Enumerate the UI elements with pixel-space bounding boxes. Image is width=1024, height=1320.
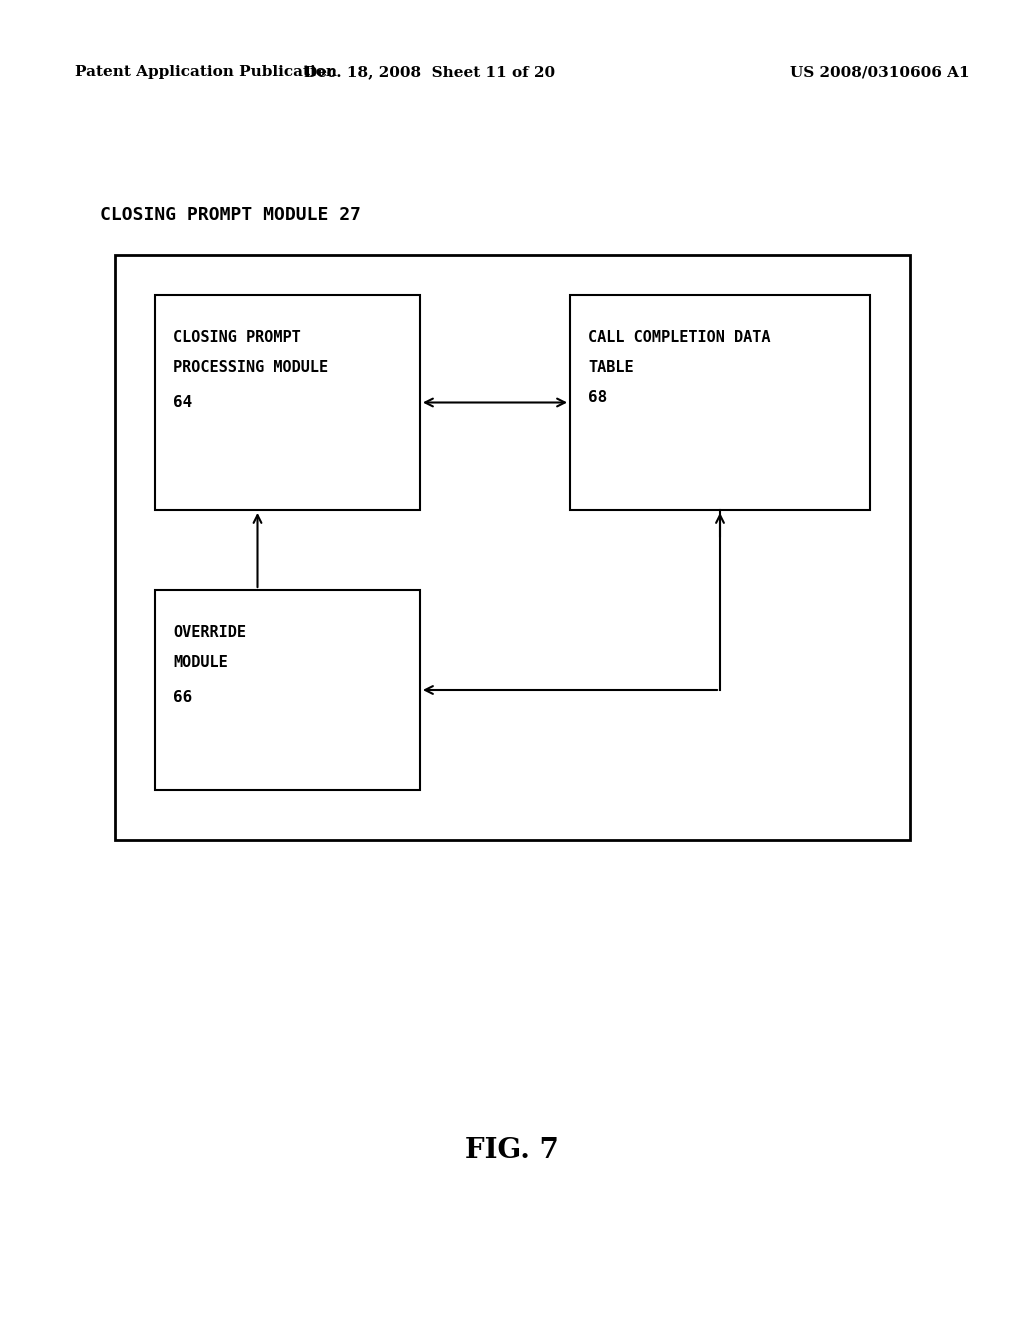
Text: 64: 64 (173, 395, 193, 411)
Text: OVERRIDE: OVERRIDE (173, 624, 246, 640)
Text: TABLE: TABLE (588, 360, 634, 375)
Text: Dec. 18, 2008  Sheet 11 of 20: Dec. 18, 2008 Sheet 11 of 20 (304, 65, 556, 79)
Text: MODULE: MODULE (173, 655, 227, 671)
Text: CLOSING PROMPT MODULE 27: CLOSING PROMPT MODULE 27 (100, 206, 361, 224)
Text: FIG. 7: FIG. 7 (465, 1137, 559, 1163)
Bar (155, 590, 420, 789)
Text: CALL COMPLETION DATA: CALL COMPLETION DATA (588, 330, 770, 345)
Text: 68: 68 (588, 389, 607, 405)
Bar (115, 255, 910, 840)
Text: US 2008/0310606 A1: US 2008/0310606 A1 (791, 65, 970, 79)
Bar (570, 294, 870, 510)
Bar (155, 294, 420, 510)
Text: CLOSING PROMPT: CLOSING PROMPT (173, 330, 301, 345)
Text: Patent Application Publication: Patent Application Publication (75, 65, 337, 79)
Text: PROCESSING MODULE: PROCESSING MODULE (173, 360, 328, 375)
Text: 66: 66 (173, 690, 193, 705)
